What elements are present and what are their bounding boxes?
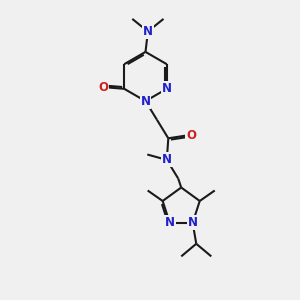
Text: N: N — [188, 216, 198, 229]
Text: N: N — [165, 216, 175, 229]
Text: N: N — [143, 25, 153, 38]
Text: N: N — [162, 153, 172, 167]
Text: N: N — [162, 82, 172, 95]
Text: N: N — [140, 94, 151, 108]
Text: O: O — [98, 81, 108, 94]
Text: O: O — [186, 129, 197, 142]
